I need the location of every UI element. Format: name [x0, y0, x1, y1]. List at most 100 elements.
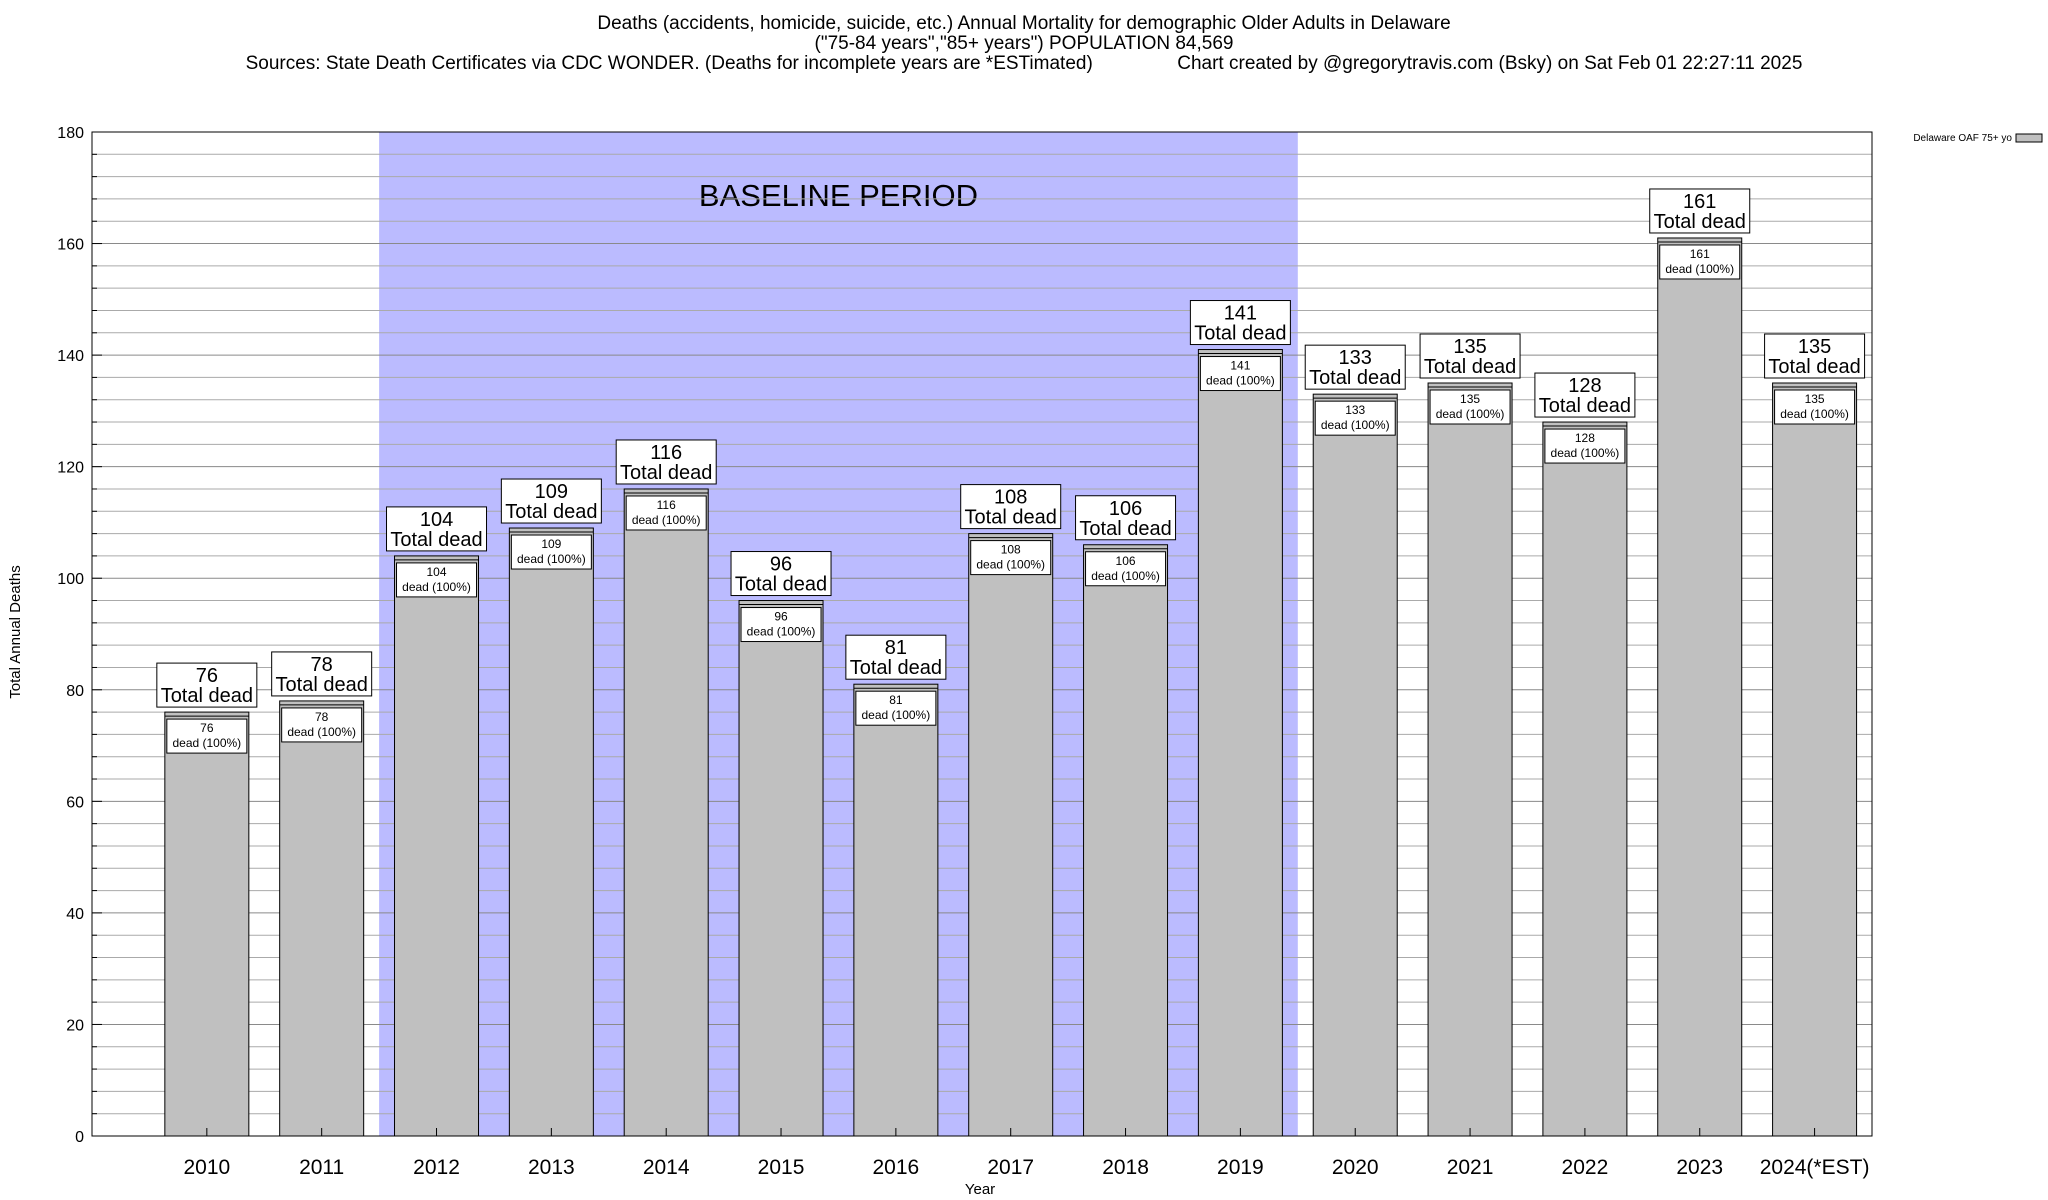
total-label-text: Total dead	[1654, 211, 1746, 233]
inner-label-box	[1199, 356, 1281, 392]
x-tick-label: 2016	[873, 1156, 920, 1179]
total-label-value: 81	[885, 637, 907, 659]
inner-label-text: dead (100%)	[172, 736, 241, 750]
x-tick-label: 2020	[1332, 1156, 1379, 1179]
total-label-box	[1534, 372, 1636, 418]
bar-2020	[1312, 393, 1398, 1137]
total-label-text: Total dead	[1194, 323, 1286, 345]
total-label-text: Total dead	[1768, 356, 1860, 378]
y-tick-label: 120	[57, 460, 84, 477]
total-label-box	[156, 662, 258, 708]
inner-label-text: dead (100%)	[1551, 446, 1620, 460]
inner-label-value: 104	[427, 565, 447, 579]
x-tick-label: 2018	[1102, 1156, 1149, 1179]
inner-label-box	[970, 540, 1052, 576]
total-label-value: 76	[196, 665, 218, 687]
bar-2016	[853, 683, 939, 1137]
bar-2010	[164, 711, 250, 1137]
total-label-text: Total dead	[965, 507, 1057, 529]
total-label-value: 106	[1109, 498, 1142, 520]
chart-title-line-3: Sources: State Death Certificates via CD…	[245, 53, 1803, 74]
inner-label-text: dead (100%)	[1321, 418, 1390, 432]
total-label-value: 78	[311, 654, 333, 676]
total-label-text: Total dead	[850, 657, 942, 679]
inner-label-text: dead (100%)	[1091, 569, 1160, 583]
bar-2012	[394, 555, 480, 1137]
total-label-box	[500, 478, 602, 524]
inner-label-value: 106	[1116, 554, 1136, 568]
total-label-text: Total dead	[1079, 518, 1171, 540]
x-tick-label: 2024(*EST)	[1760, 1156, 1870, 1179]
total-label-text: Total dead	[620, 462, 712, 484]
inner-label-value: 161	[1690, 247, 1710, 261]
total-label-value: 141	[1224, 303, 1257, 325]
total-label-value: 128	[1568, 375, 1601, 397]
bars	[164, 237, 1858, 1137]
inner-label-value: 76	[200, 721, 214, 735]
total-label-box	[386, 506, 488, 552]
plot-frame	[91, 131, 1873, 1137]
x-tick-label: 2022	[1562, 1156, 1609, 1179]
x-tick-label: 2013	[528, 1156, 575, 1179]
y-tick-label: 180	[57, 125, 84, 142]
inner-label-text: dead (100%)	[1206, 374, 1275, 388]
y-tick-label: 40	[66, 906, 84, 923]
total-label-box	[1075, 495, 1177, 541]
inner-label-box	[510, 534, 592, 570]
total-label-box	[1189, 300, 1291, 346]
bar-2019	[1197, 349, 1283, 1137]
total-label-value: 161	[1683, 191, 1716, 213]
y-tick-label: 100	[57, 571, 84, 588]
x-tick-label: 2021	[1447, 1156, 1494, 1179]
inner-label-box	[625, 495, 707, 531]
x-tick-label: 2019	[1217, 1156, 1264, 1179]
baseline-period-label: BASELINE PERIOD	[699, 178, 978, 213]
x-tick-label: 2017	[987, 1156, 1034, 1179]
inner-label-box	[281, 707, 363, 743]
total-label-value: 104	[420, 509, 453, 531]
x-tick-label: 2012	[413, 1156, 460, 1179]
chart-title-line-2: ("75-84 years","85+ years") POPULATION 8…	[814, 33, 1234, 54]
total-label-text: Total dead	[1424, 356, 1516, 378]
axes: 0 20 40 60 80 100 120 140 160 180 2010 2011 2012 2013…	[57, 125, 1873, 1179]
y-tick-label: 20	[66, 1017, 84, 1034]
y-axis-label: Total Annual Deaths	[7, 565, 24, 698]
bar-2017	[968, 533, 1054, 1137]
total-label-text: Total dead	[505, 501, 597, 523]
total-label-value: 108	[994, 487, 1027, 509]
inner-label-box	[1085, 551, 1167, 587]
total-label-text: Total dead	[1539, 395, 1631, 417]
inner-label-value: 135	[1805, 392, 1825, 406]
inner-label-value: 96	[774, 610, 788, 624]
inner-label-value: 133	[1345, 403, 1365, 417]
x-tick-label: 2023	[1676, 1156, 1723, 1179]
inner-label-box	[1659, 244, 1741, 280]
inner-label-value: 128	[1575, 431, 1595, 445]
x-tick-label: 2014	[643, 1156, 690, 1179]
inner-label-text: dead (100%)	[402, 580, 471, 594]
inner-label-value: 81	[889, 693, 903, 707]
legend: Delaware OAF 75+ yo	[1913, 133, 2043, 144]
total-label-box	[1304, 344, 1406, 390]
inner-label-box	[166, 718, 248, 754]
inner-label-text: dead (100%)	[747, 625, 816, 639]
total-label-box	[1419, 333, 1521, 379]
y-tick-label: 0	[75, 1129, 84, 1146]
inner-label-text: dead (100%)	[862, 708, 931, 722]
inner-label-text: dead (100%)	[517, 552, 586, 566]
total-label-box	[615, 439, 717, 485]
bar-2011	[279, 700, 365, 1137]
inner-label-text: dead (100%)	[1665, 262, 1734, 276]
y-tick-label: 60	[66, 794, 84, 811]
bar-2015	[738, 600, 824, 1137]
bar-2021	[1427, 382, 1513, 1137]
inner-label-value: 78	[315, 710, 329, 724]
total-label-box	[845, 634, 947, 680]
total-label-text: Total dead	[276, 674, 368, 696]
total-label-box	[271, 651, 373, 697]
inner-label-box	[1774, 389, 1856, 425]
total-label-box	[1764, 333, 1866, 379]
total-label-text: Total dead	[735, 574, 827, 596]
